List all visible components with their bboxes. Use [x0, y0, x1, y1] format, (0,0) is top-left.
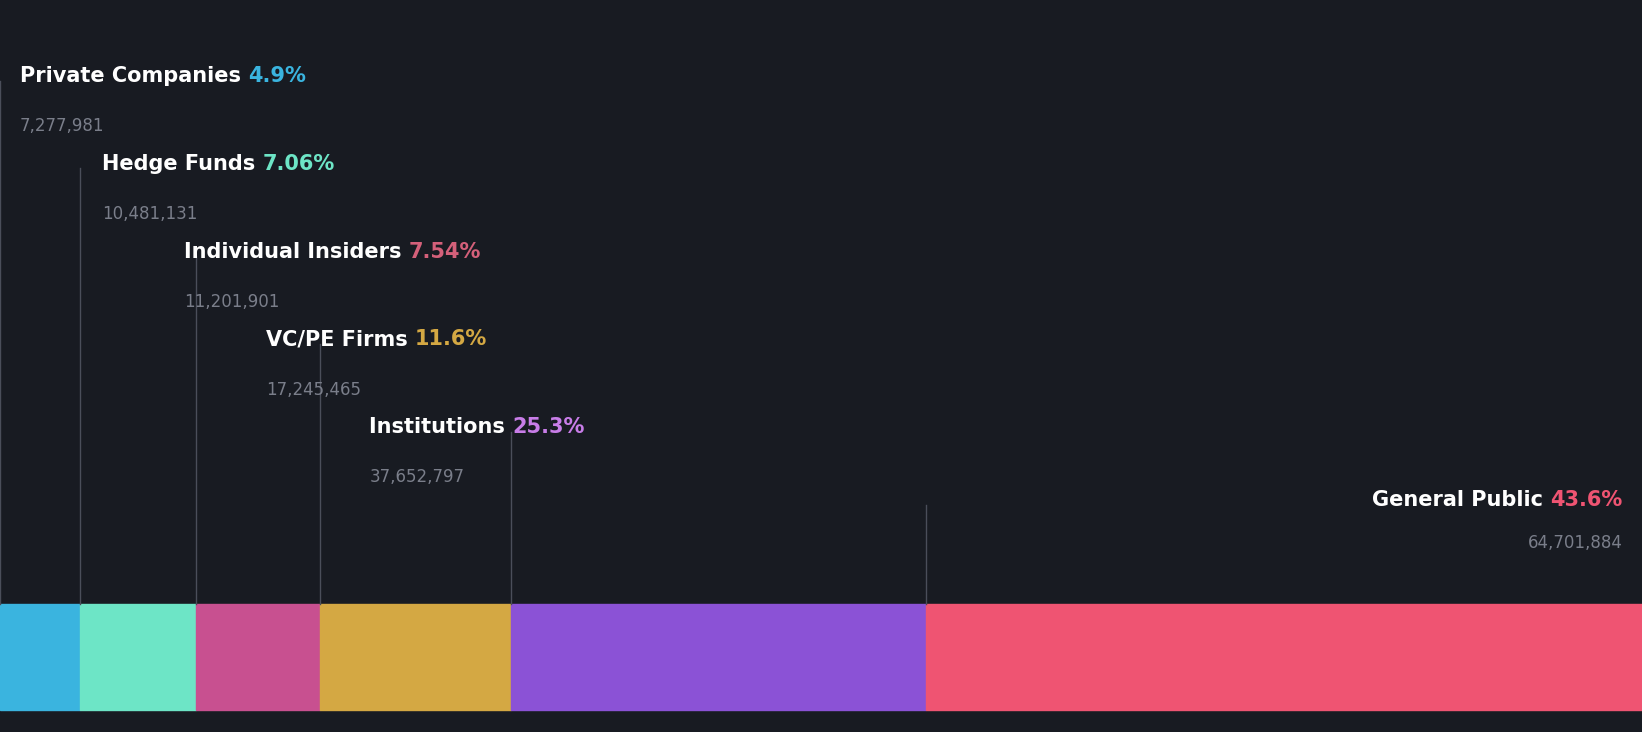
Text: VC/PE Firms: VC/PE Firms	[266, 329, 415, 349]
Text: 64,701,884: 64,701,884	[1527, 534, 1622, 553]
Bar	[0, 604, 80, 710]
Bar	[320, 604, 511, 710]
Text: 17,245,465: 17,245,465	[266, 381, 361, 399]
Text: 43.6%: 43.6%	[1550, 490, 1622, 510]
Text: Private Companies: Private Companies	[20, 66, 248, 86]
Text: 7,277,981: 7,277,981	[20, 117, 103, 135]
Bar	[926, 604, 1642, 710]
Text: General Public: General Public	[1371, 490, 1550, 510]
Text: 7.54%: 7.54%	[409, 242, 481, 261]
Text: 25.3%: 25.3%	[512, 417, 585, 437]
Text: Institutions: Institutions	[369, 417, 512, 437]
Bar	[197, 604, 320, 710]
Text: 4.9%: 4.9%	[248, 66, 305, 86]
Text: 7.06%: 7.06%	[263, 154, 335, 173]
Text: 10,481,131: 10,481,131	[102, 205, 197, 223]
Text: 11.6%: 11.6%	[415, 329, 488, 349]
Text: 11,201,901: 11,201,901	[184, 293, 279, 311]
Text: Hedge Funds: Hedge Funds	[102, 154, 263, 173]
Bar	[80, 604, 197, 710]
Text: Individual Insiders: Individual Insiders	[184, 242, 409, 261]
Text: 37,652,797: 37,652,797	[369, 468, 465, 487]
Bar	[511, 604, 926, 710]
